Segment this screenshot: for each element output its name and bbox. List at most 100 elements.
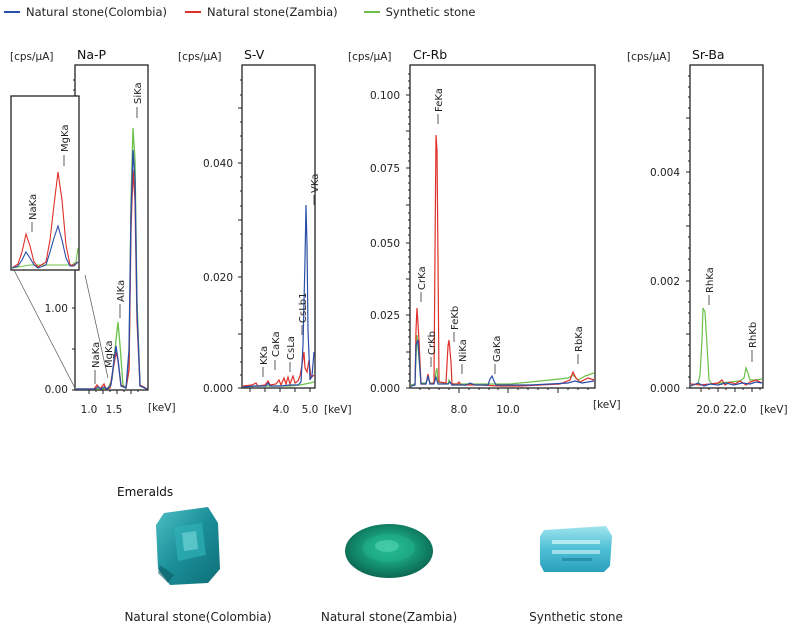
chart-s-v: [cps/μA] S-V 0.000 0.020 0.040 4.0 5.0 […: [178, 47, 352, 416]
emeralds-title: Emeralds: [117, 485, 174, 499]
x-tick-label: 22.0: [723, 404, 746, 416]
series-colombia: [242, 204, 315, 388]
inset-peak-label-naka: NaKa: [28, 194, 39, 220]
inset-series-zambia: [11, 171, 79, 269]
chart-na-p: [cps/μA] Na-P 0.00 1.00 1.0 1.5 [keV] Na…: [10, 47, 176, 416]
chart-legend: Natural stone(Colombia) Natural stone(Za…: [4, 4, 493, 20]
y-unit-label: [cps/μA]: [348, 51, 392, 63]
peak-label-nika: NiKa: [458, 339, 469, 362]
legend-swatch-synthetic: [363, 11, 380, 13]
chart-na-p-inset: NaKa MgKa: [10, 95, 80, 271]
x-tick-label: 10.0: [496, 404, 519, 416]
legend-item-synthetic: Synthetic stone: [363, 5, 476, 19]
legend-label: Synthetic stone: [385, 5, 476, 19]
y-tick-label: 0.004: [650, 167, 680, 179]
peak-label-rhkb: RhKb: [748, 322, 759, 348]
chart-title: Cr-Rb: [413, 47, 447, 62]
y-tick-label: 0.100: [370, 90, 400, 102]
peak-label-alka: AlKa: [116, 280, 127, 302]
y-tick-label: 0.025: [370, 310, 400, 322]
y-unit-label: [cps/μA]: [627, 51, 671, 63]
peak-label-caka: CaKa: [271, 331, 282, 357]
y-tick-label: 0.050: [370, 238, 400, 250]
x-tick-label: 4.0: [273, 404, 290, 416]
peak-labels: NaKa MgKa AlKa SiKa: [91, 82, 144, 384]
stone-label-zambia: Natural stone(Zambia): [320, 610, 458, 624]
series-colombia: [690, 381, 763, 387]
peak-label-rhka: RhKa: [705, 267, 716, 293]
stone-label-synthetic: Synthetic stone: [529, 610, 623, 624]
x-ticks: [88, 390, 139, 394]
peak-label-gaka: GaKa: [492, 336, 503, 362]
peak-label-vka: VKa: [310, 174, 321, 193]
inset-series-synthetic: [11, 247, 79, 269]
chart-title: Na-P: [77, 47, 107, 62]
peak-labels: RhKa RhKb: [705, 267, 759, 362]
y-ticks: [686, 75, 690, 389]
peak-label-kka: KKa: [259, 346, 270, 365]
x-unit-label: [keV]: [148, 402, 176, 414]
y-tick-label: 0.020: [203, 272, 233, 284]
x-unit-label: [keV]: [760, 404, 788, 416]
emerald-photo-colombia: [156, 507, 220, 585]
x-ticks: [700, 388, 761, 392]
peak-label-mgka: MgKa: [104, 341, 115, 369]
inset-series-colombia: [11, 224, 79, 269]
y-unit-label: [cps/μA]: [10, 51, 54, 63]
chart-cr-rb: [cps/μA] Cr-Rb: [348, 47, 621, 416]
peak-labels: CrKa CrKb FeKa FeKb NiKa GaKa RbKa: [417, 88, 585, 374]
spectra-charts: [cps/μA] Na-P 0.00 1.00 1.0 1.5 [keV] Na…: [10, 47, 788, 416]
legend-label: Natural stone(Zambia): [207, 5, 338, 19]
chart-title: S-V: [244, 47, 265, 62]
x-tick-label: 1.0: [81, 404, 98, 416]
x-tick-label: 5.0: [302, 404, 319, 416]
inset-peak-label-mgka: MgKa: [60, 125, 71, 153]
y-tick-label: 0.040: [203, 158, 233, 170]
x-ticks: [419, 388, 589, 393]
peak-label-fekb: FeKb: [450, 306, 461, 330]
x-unit-label: [keV]: [593, 399, 621, 411]
zoom-connector: [13, 269, 77, 391]
inset-frame: [10, 95, 80, 271]
peak-label-cslb1: CsLb1: [298, 293, 309, 323]
peak-label-feka: FeKa: [434, 88, 445, 112]
y-tick-label: 0.00: [45, 384, 68, 396]
x-tick-label: 20.0: [696, 404, 719, 416]
x-unit-label: [keV]: [324, 404, 352, 416]
legend-swatch-zambia: [185, 11, 201, 13]
zoom-connector: [84, 274, 109, 379]
chart-sr-ba: [cps/μA] Sr-Ba 0.000 0.002: [627, 47, 788, 416]
peak-label-sika: SiKa: [133, 82, 144, 104]
x-ticks: [249, 388, 311, 392]
y-unit-label: [cps/μA]: [178, 51, 222, 63]
y-ticks: [406, 73, 410, 389]
peak-label-rbka: RbKa: [574, 326, 585, 352]
y-tick-label: 0.000: [370, 383, 400, 395]
y-tick-label: 1.00: [45, 303, 68, 315]
y-ticks: [238, 79, 242, 389]
y-tick-label: 0.075: [370, 163, 400, 175]
legend-swatch-colombia: [4, 11, 20, 13]
y-tick-label: 0.000: [203, 383, 233, 395]
y-tick-label: 0.002: [650, 276, 680, 288]
series-zambia: [242, 351, 315, 387]
legend-label: Natural stone(Colombia): [26, 5, 167, 19]
legend-item-colombia: Natural stone(Colombia): [4, 5, 167, 19]
peak-labels: KKa CaKa CsLa CsLb1 VKa: [259, 174, 321, 377]
series-colombia: [410, 339, 595, 387]
peak-label-crkb: CrKb: [427, 331, 438, 355]
peak-label-crka: CrKa: [417, 266, 428, 290]
y-tick-label: 0.000: [650, 383, 680, 395]
x-tick-label: 1.5: [106, 404, 123, 416]
series-colombia: [76, 149, 148, 390]
peak-label-csla: CsLa: [286, 336, 297, 360]
emerald-photo-synthetic: [540, 526, 612, 572]
emerald-photo-zambia: [345, 524, 433, 578]
peak-label-naka: NaKa: [91, 342, 102, 368]
x-tick-label: 8.0: [451, 404, 468, 416]
legend-item-zambia: Natural stone(Zambia): [185, 5, 338, 19]
stone-label-colombia: Natural stone(Colombia): [124, 610, 272, 624]
chart-title: Sr-Ba: [692, 47, 725, 62]
plot-frame: [409, 64, 596, 389]
plot-frame: [241, 64, 316, 389]
